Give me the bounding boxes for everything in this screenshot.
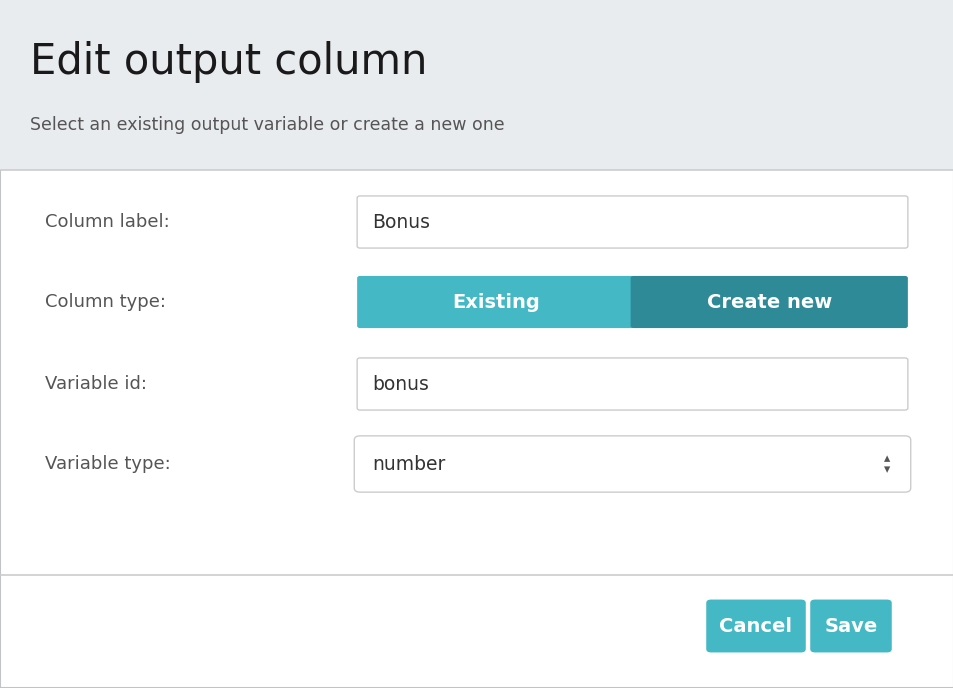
- Text: Variable type:: Variable type:: [45, 455, 171, 473]
- Text: Save: Save: [823, 616, 877, 636]
- Text: Bonus: Bonus: [372, 213, 430, 231]
- FancyBboxPatch shape: [705, 599, 805, 652]
- Text: Create new: Create new: [706, 292, 831, 312]
- Text: Edit output column: Edit output column: [30, 41, 427, 83]
- Text: Column label:: Column label:: [45, 213, 170, 231]
- Text: Variable id:: Variable id:: [45, 375, 147, 393]
- Text: bonus: bonus: [372, 374, 429, 394]
- FancyBboxPatch shape: [354, 436, 910, 492]
- Text: Column type:: Column type:: [45, 293, 166, 311]
- Text: Existing: Existing: [452, 292, 539, 312]
- FancyBboxPatch shape: [356, 196, 907, 248]
- Bar: [0, 0, 953, 170]
- FancyBboxPatch shape: [356, 276, 634, 328]
- FancyBboxPatch shape: [809, 599, 891, 652]
- FancyBboxPatch shape: [630, 276, 907, 328]
- FancyBboxPatch shape: [356, 358, 907, 410]
- Text: Select an existing output variable or create a new one: Select an existing output variable or cr…: [30, 116, 504, 134]
- Text: Cancel: Cancel: [719, 616, 792, 636]
- Text: number: number: [372, 455, 445, 473]
- Text: ▴
▾: ▴ ▾: [882, 452, 889, 476]
